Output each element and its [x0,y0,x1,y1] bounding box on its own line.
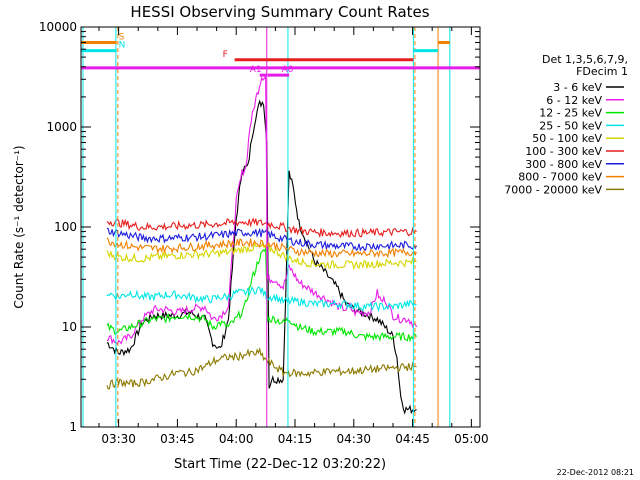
x-tick-label-0: 03:30 [101,432,136,446]
legend-label-1: 6 - 12 keV [546,94,602,107]
flag-label-0: S [119,32,125,42]
y-tick-label-3: 1000 [46,120,77,134]
legend-label-8: 7000 - 20000 keV [504,183,602,196]
y-tick-label-0: 1 [69,420,77,434]
legend-header-0: Det 1,3,5,6,7,9, [542,53,628,66]
x-tick-label-1: 03:45 [160,432,195,446]
series-line-3 [106,286,417,313]
series-line-4 [106,241,417,271]
plot-area [106,74,418,415]
legend-label-0: 3 - 6 keV [553,81,602,94]
y-axis-label: Count Rate (s⁻¹ detector⁻¹) [12,145,26,308]
flag-label-4: A1 [250,65,262,75]
flag-overlays: SN F A1 A0 [81,27,480,427]
y-tick-label-1: 10 [62,320,77,334]
legend-label-2: 12 - 25 keV [539,107,602,120]
flag-label-2: F [223,50,228,60]
legend-label-4: 50 - 100 keV [532,132,602,145]
x-tick-label-4: 04:30 [336,432,371,446]
plot-frame [80,26,481,428]
chart-title: HESSI Observing Summary Count Rates [130,3,429,21]
x-tick-label-2: 04:00 [219,432,254,446]
legend-label-6: 300 - 800 keV [525,158,602,171]
x-axis-label: Start Time (22-Dec-12 03:20:22) [174,457,386,472]
flag-label-1: N [119,41,126,51]
x-tick-label-6: 05:00 [454,432,489,446]
series-line-7 [106,237,417,259]
legend-header-1: FDecim 1 [576,65,628,78]
legend-label-5: 100 - 300 keV [525,145,602,158]
series-line-2 [106,246,417,343]
series-line-0 [106,99,417,415]
axes: 03:30 03:45 04:00 04:15 04:30 04:45 05:00 1 10 10… [39,20,489,446]
plot-timestamp: 22-Dec-2012 08:21 [557,468,634,477]
series-line-8 [106,347,417,390]
x-tick-label-3: 04:15 [278,432,313,446]
y-tick-label-4: 10000 [39,20,77,34]
y-tick-label-2: 100 [54,220,77,234]
legend-label-3: 25 - 50 keV [539,119,602,132]
flag-label-5: A0 [282,65,294,75]
series-line-5 [106,217,417,239]
x-tick-label-5: 04:45 [395,432,430,446]
legend-label-7: 800 - 7000 keV [518,171,602,184]
series-line-1 [106,74,418,346]
series-line-6 [106,227,417,252]
